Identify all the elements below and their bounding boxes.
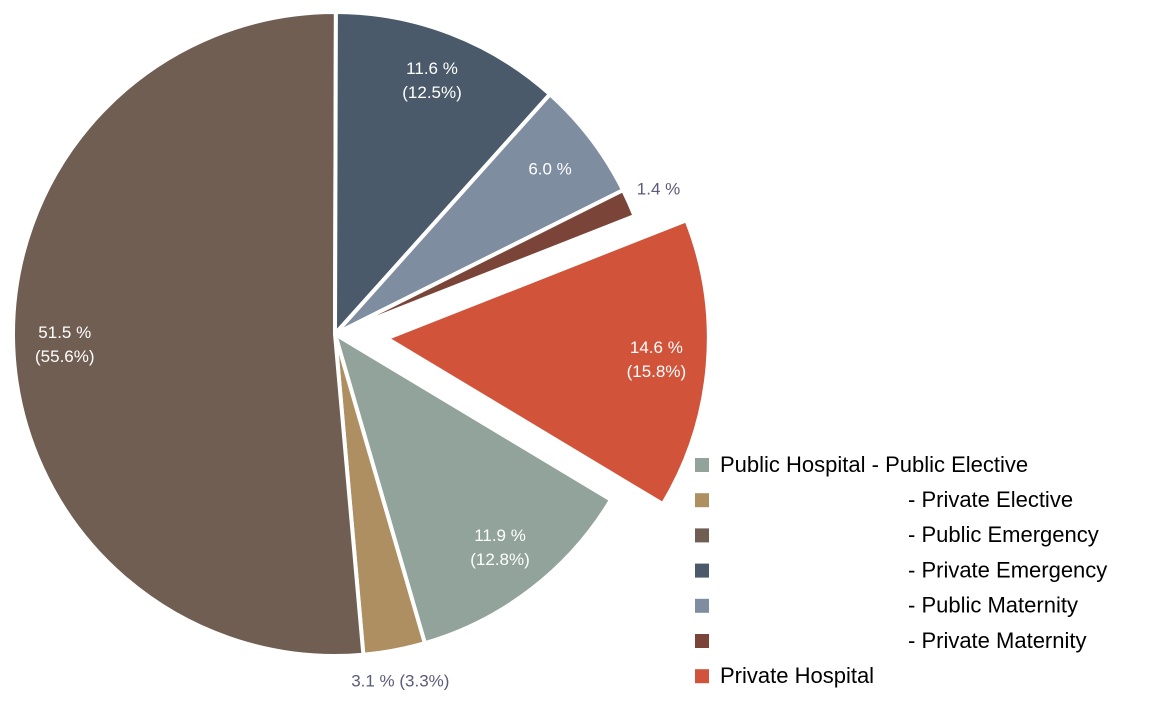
data-label: 14.6 %	[630, 338, 683, 357]
pie-slice	[333, 92, 626, 336]
data-label: 3.1 % (3.3%)	[351, 672, 449, 691]
data-label: (12.8%)	[470, 550, 530, 569]
data-label: 11.6 %	[406, 59, 458, 78]
pie-slice	[333, 188, 637, 336]
data-label: (15.8%)	[627, 362, 687, 381]
legend-swatch	[695, 458, 709, 472]
legend-label: - Public Emergency	[908, 522, 1099, 547]
pie-slice	[333, 10, 552, 336]
data-label: 6.0 %	[528, 159, 571, 178]
data-label: 1.4 %	[637, 179, 680, 198]
pie-slice	[384, 218, 711, 507]
legend-swatch	[695, 493, 709, 508]
legend-swatch	[695, 598, 709, 613]
legend-label: - Public Maternity	[908, 593, 1078, 618]
data-label: 51.5 %	[38, 323, 91, 342]
legend-label: Public Hospital - Public Elective	[720, 452, 1028, 477]
legend-swatch	[695, 563, 709, 578]
legend-swatch	[695, 669, 709, 684]
legend-swatch	[695, 634, 709, 648]
data-label: (12.5%)	[402, 83, 462, 102]
data-label: 11.9 %	[474, 526, 526, 545]
legend-label: - Private Elective	[908, 487, 1073, 512]
legend-label: - Private Maternity	[908, 628, 1087, 653]
pie-slice	[11, 10, 366, 658]
legend-label: - Private Emergency	[908, 557, 1107, 582]
legend-swatch	[695, 528, 709, 543]
data-label: (55.6%)	[35, 347, 95, 366]
legend-label: Private Hospital	[720, 663, 874, 688]
